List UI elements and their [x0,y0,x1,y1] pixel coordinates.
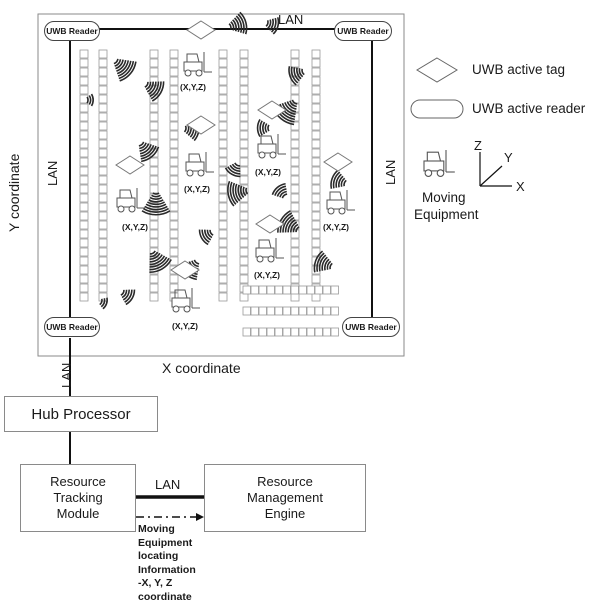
info-arrow-head [196,513,204,521]
legend-reader-icon [410,99,464,119]
locating-info-line-2: Equipment [138,536,193,549]
legend-axis-x: X [516,179,525,194]
signal-wave [138,141,160,163]
rack-column [169,49,179,302]
legend-axis-z: Z [474,138,482,153]
rack-column [290,49,300,302]
lan-label-hub: LAN [59,362,74,388]
tracking-module-line-2: Tracking [53,490,103,505]
signal-wave [330,169,347,189]
hub-processor-label: Hub Processor [31,405,131,423]
legend-reader-label: UWB active reader [472,101,586,116]
signal-wave [99,297,108,310]
lan-label-left: LAN [45,160,60,186]
uwb-reader-top-right: UWB Reader [334,21,392,41]
legend-axis-y: Y [504,150,513,165]
locating-info-line-1: Moving [138,523,175,535]
management-engine-line-2: Management [247,490,323,505]
rack-column [79,49,89,302]
forklift-icon [255,238,284,263]
forklift-icon [171,288,200,313]
forklifts [116,52,455,313]
legend-tag-label: UWB active tag [472,62,566,77]
hub-processor-box: Hub Processor [4,396,158,432]
signal-wave [224,162,241,178]
lan-label-bottom: LAN [155,477,181,492]
uwb-reader-bottom-left: UWB Reader [44,317,100,337]
signal-wave [198,229,214,246]
uwb-reader-top-left: UWB Reader [44,21,100,41]
signal-wave [256,118,270,138]
forklift-icon [423,150,455,177]
signal-wave [113,58,137,82]
locating-information-note: Moving Equipment locating Information -X… [138,523,196,604]
management-engine-line-1: Resource [257,474,313,489]
xyz-label-1: (X,Y,Z) [180,82,206,92]
signal-wave [265,17,280,35]
signal-wave [271,182,288,199]
forklift-icon [185,152,214,177]
lan-label-right: LAN [383,159,398,185]
facility-boundary [37,13,405,357]
forklift-icon [116,188,145,213]
rack-row [242,285,339,295]
management-engine-line-3: Engine [264,506,306,521]
signal-wave [149,250,172,273]
rack-column [239,49,249,302]
xyz-label-2: (X,Y,Z) [184,184,210,194]
rack-row [242,327,339,337]
locating-info-line-3: locating [138,550,179,562]
signal-wave [277,210,300,233]
signal-wave [141,192,171,216]
locating-info-line-4: Information [138,563,196,576]
uwb-tag-diamond [257,100,287,120]
tracking-module-line-3: Module [56,506,100,521]
legend-equipment-line1: Moving [422,190,466,205]
xyz-label-4: (X,Y,Z) [122,222,148,232]
tracking-module-line-1: Resource [50,474,106,489]
legend-tag-icon [416,57,458,83]
uwb-tag-diamond [170,260,200,280]
uwb-tag-diamond [255,214,285,234]
locating-info-line-5: -X, Y, Z [138,577,173,589]
locating-info-line-6: coordinate [138,590,192,603]
xyz-label-3: (X,Y,Z) [255,167,281,177]
legend-axes [479,152,512,187]
xyz-label-5: (X,Y,Z) [323,222,349,232]
forklift-icon [257,134,286,159]
y-coordinate-label: Y coordinate [6,153,22,232]
rack-column [98,49,108,302]
xyz-label-7: (X,Y,Z) [172,321,198,331]
signal-wave [313,250,333,273]
signal-wave [144,81,165,102]
uwb-tag-diamond [323,152,353,172]
resource-tracking-module-box: Resource Tracking Module [20,464,136,532]
signal-wave [227,180,249,207]
resource-management-engine-box: Resource Management Engine [204,464,366,532]
xyz-label-6: (X,Y,Z) [254,270,280,280]
forklift-icon [183,52,212,77]
forklift-icon [326,190,355,215]
signal-wave [120,289,136,306]
uwb-tag-diamond [186,115,216,135]
lan-label-top: LAN [278,12,304,27]
uwb-tag-diamond [186,20,216,40]
uwb-tags [115,20,353,280]
x-coordinate-label: X coordinate [162,360,241,376]
signal-wave [288,66,305,86]
uwb-reader-bottom-right: UWB Reader [342,317,400,337]
legend-equipment-line2: Equipment [414,207,479,222]
rack-row [242,306,339,316]
rack-column [218,49,228,302]
signal-wave [86,93,94,107]
signal-wave [228,11,248,35]
uwb-tag-diamond [115,155,145,175]
rack-column [311,49,321,302]
